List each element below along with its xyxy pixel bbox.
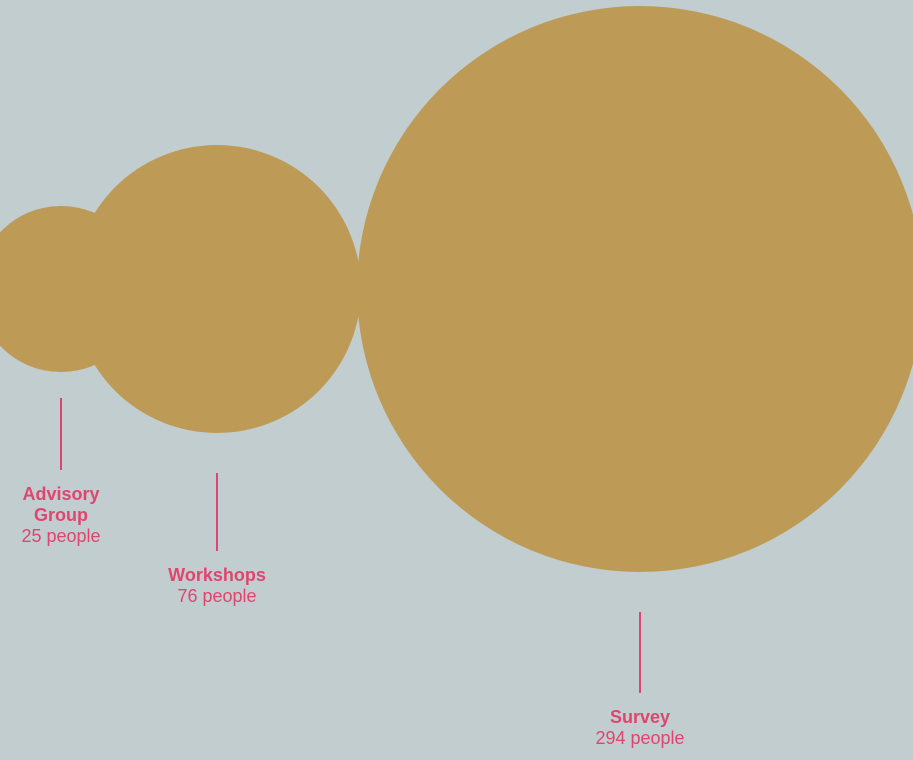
bubble-survey <box>357 6 913 572</box>
label-advisory-group: Advisory Group 25 people <box>6 484 116 547</box>
label-name-advisory-group: Advisory Group <box>22 484 100 525</box>
label-name-survey: Survey <box>609 707 671 727</box>
label-value-workshops: 76 people <box>177 586 257 606</box>
label-value-survey: 294 people <box>595 728 685 748</box>
label-name-workshops: Workshops <box>168 565 266 585</box>
label-workshops: Workshops 76 people <box>137 565 297 607</box>
label-value-advisory-group: 25 people <box>21 526 101 546</box>
label-survey: Survey 294 people <box>560 707 720 749</box>
bubble-workshops <box>73 145 361 433</box>
leader-line-survey <box>639 612 641 693</box>
leader-line-advisory-group <box>60 397 62 470</box>
leader-line-workshops <box>216 472 218 551</box>
